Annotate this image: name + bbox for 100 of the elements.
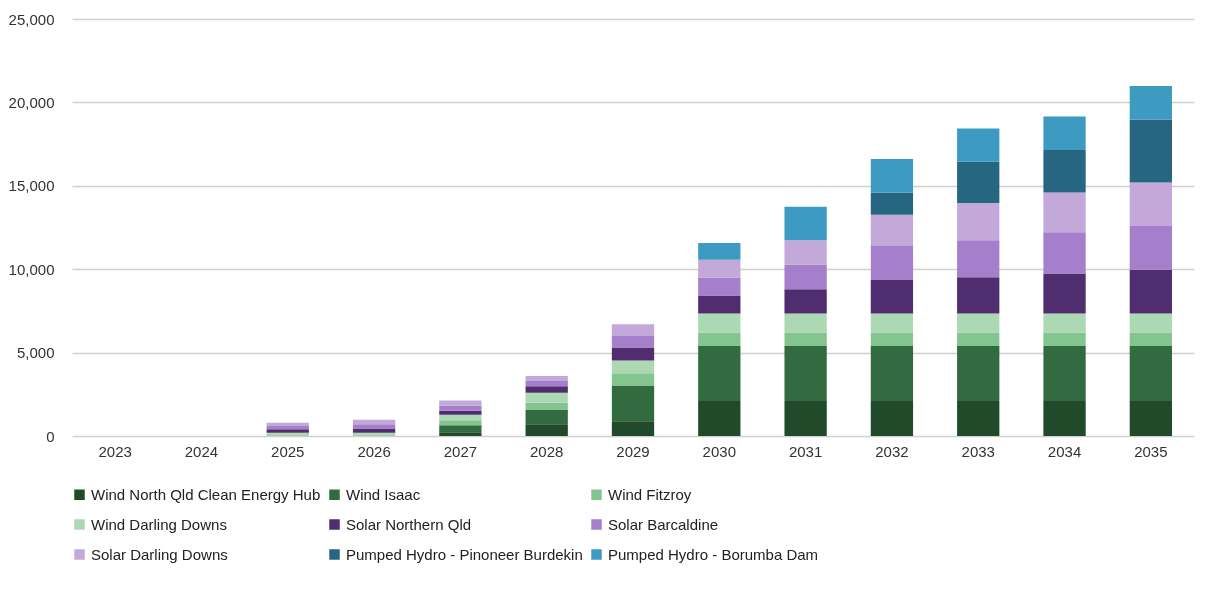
x-tick-label: 2031: [788, 442, 823, 460]
x-tick-label: 2030: [702, 442, 736, 460]
bar: [611, 385, 655, 422]
x-tick-label: 2033: [961, 442, 995, 460]
bar: [784, 206, 827, 241]
bar: [352, 428, 396, 433]
bar: [525, 386, 568, 393]
bar: [439, 400, 482, 406]
legend-label: Wind Fitzroy: [608, 485, 692, 503]
bar: [957, 277, 1000, 314]
bar: [698, 277, 741, 296]
bar: [611, 335, 655, 348]
x-tick-label: 2034: [1047, 442, 1082, 460]
y-tick-label: 20,000: [8, 93, 55, 111]
bar: [439, 432, 482, 436]
bar: [870, 245, 914, 281]
x-tick-label: 2032: [875, 442, 909, 460]
bar: [784, 289, 827, 314]
bar: [957, 345, 1000, 401]
x-tick-label: 2024: [184, 442, 219, 460]
bar: [1043, 232, 1086, 274]
bar: [784, 345, 827, 401]
bar: [439, 410, 482, 415]
bar: [784, 240, 827, 265]
bar: [698, 400, 741, 436]
x-tick-label: 2035: [1134, 442, 1168, 460]
bar: [957, 240, 1000, 278]
bar: [957, 202, 1000, 241]
bar: [1129, 332, 1172, 346]
bar: [1043, 192, 1086, 233]
bar: [611, 373, 655, 386]
legend-label: Solar Northern Qld: [346, 515, 472, 533]
bar: [1129, 119, 1172, 183]
x-tick-label: 2025: [271, 442, 305, 460]
bar: [784, 332, 827, 346]
bar: [784, 313, 827, 333]
bar: [1043, 313, 1086, 333]
bar: [957, 332, 1000, 346]
bar: [698, 313, 741, 333]
bar: [870, 332, 914, 346]
bar: [698, 295, 741, 314]
bar: [870, 313, 914, 333]
bar: [1129, 182, 1172, 226]
bar: [698, 345, 741, 401]
bar: [439, 414, 482, 421]
bar: [1043, 345, 1086, 401]
bar: [611, 324, 655, 336]
bar: [1129, 226, 1172, 270]
bar: [525, 392, 568, 403]
legend-label: Solar Darling Downs: [91, 545, 228, 563]
bar: [1043, 149, 1086, 193]
y-tick-label: 0: [46, 427, 55, 445]
bar: [698, 332, 741, 346]
bar: [957, 313, 1000, 333]
bar: [525, 424, 568, 436]
bar: [1129, 313, 1172, 333]
legend-label: Wind Isaac: [346, 485, 421, 503]
bar: [1129, 269, 1172, 314]
bar: [870, 214, 914, 246]
bar: [870, 400, 914, 436]
bar: [352, 424, 396, 429]
bar: [439, 405, 482, 411]
bar: [439, 425, 482, 433]
bar: [525, 402, 568, 410]
bar: [957, 400, 1000, 436]
bar: [1043, 116, 1086, 150]
legend-label: Pumped Hydro - Pinoneer Burdekin: [346, 545, 583, 563]
bar: [957, 161, 1000, 203]
y-tick-label: 25,000: [8, 10, 55, 28]
x-tick-label: 2027: [443, 442, 478, 460]
y-tick-label: 10,000: [8, 260, 55, 278]
bar: [1129, 400, 1172, 436]
bar: [525, 381, 568, 387]
bar: [611, 347, 655, 361]
bar: [1129, 345, 1172, 401]
bar: [1129, 86, 1172, 120]
bar: [698, 243, 741, 260]
bar: [439, 420, 482, 426]
bar: [784, 264, 827, 290]
bar: [1043, 273, 1086, 314]
bar: [870, 159, 914, 193]
legend-label: Solar Barcaldine: [608, 515, 719, 533]
bar: [1043, 400, 1086, 436]
x-tick-label: 2023: [98, 442, 132, 460]
bar: [611, 421, 655, 436]
legend-label: Wind North Qld Clean Energy Hub: [91, 485, 321, 503]
legend-label: Wind Darling Downs: [91, 515, 227, 533]
bar: [698, 259, 741, 278]
bar: [1043, 332, 1086, 346]
x-tick-label: 2029: [616, 442, 650, 460]
bar: [957, 128, 1000, 162]
x-tick-label: 2028: [530, 442, 564, 460]
bar: [870, 345, 914, 401]
y-tick-label: 5,000: [16, 344, 55, 362]
legend-label: Pumped Hydro - Borumba Dam: [608, 545, 819, 563]
bar: [525, 376, 568, 382]
bar: [870, 280, 914, 314]
y-tick-label: 15,000: [8, 177, 55, 195]
bar: [611, 360, 655, 374]
x-tick-label: 2026: [357, 442, 391, 460]
